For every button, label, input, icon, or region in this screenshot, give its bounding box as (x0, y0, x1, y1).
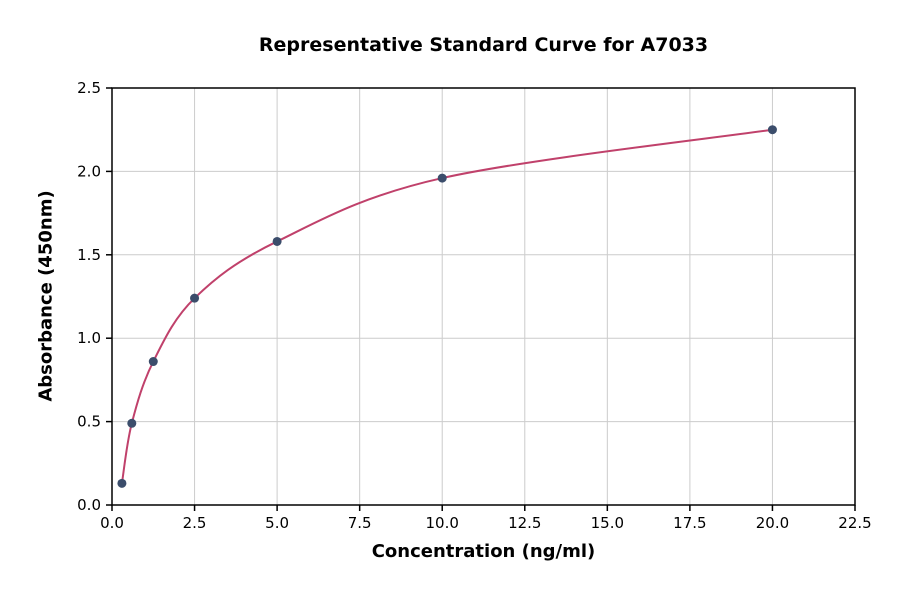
x-axis-label: Concentration (ng/ml) (371, 541, 596, 562)
x-tick-label: 0.0 (100, 514, 124, 532)
data-point (437, 173, 447, 183)
plot-background (112, 88, 855, 505)
x-tick-label: 7.5 (348, 514, 372, 532)
x-tick-label: 22.5 (838, 514, 871, 532)
y-tick-label: 2.0 (77, 162, 101, 180)
y-tick-label: 0.5 (77, 413, 101, 431)
y-axis-ticks: 0.0 0.5 1.0 1.5 2.0 2.5 (77, 79, 112, 514)
y-tick-label: 1.0 (77, 329, 101, 347)
chart-title: Representative Standard Curve for A7033 (258, 34, 709, 56)
data-point (190, 293, 200, 303)
y-tick-label: 2.5 (77, 79, 101, 97)
x-tick-label: 20.0 (756, 514, 789, 532)
data-point (272, 236, 282, 246)
x-tick-label: 2.5 (183, 514, 207, 532)
x-tick-label: 12.5 (508, 514, 541, 532)
x-tick-label: 10.0 (426, 514, 459, 532)
data-point (127, 418, 137, 428)
fit-curve (120, 128, 773, 484)
y-tick-label: 0.0 (77, 496, 101, 514)
data-points (117, 125, 777, 488)
y-tick-label: 1.5 (77, 246, 101, 264)
x-tick-label: 17.5 (673, 514, 706, 532)
plot-border (111, 87, 856, 506)
x-tick-label: 5.0 (265, 514, 289, 532)
x-tick-label: 15.0 (591, 514, 624, 532)
data-point (148, 357, 158, 367)
data-point (767, 125, 777, 135)
data-point (117, 478, 127, 488)
x-axis-ticks: 0.0 2.5 5.0 7.5 10.0 12.5 15.0 17.5 20.0 22.5 (100, 505, 872, 532)
